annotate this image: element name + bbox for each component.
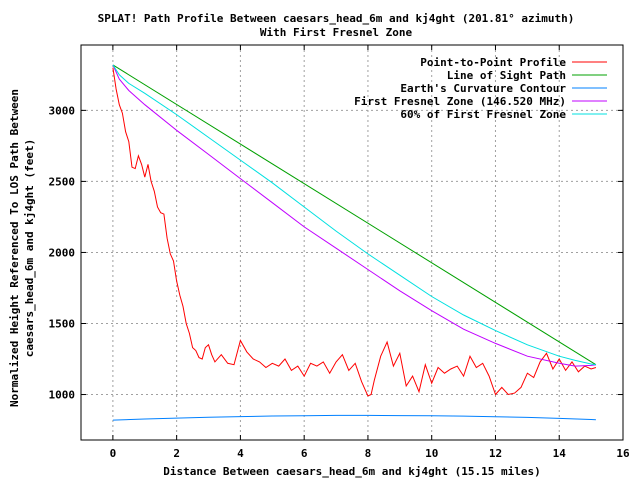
x-tick-label: 8 <box>365 447 372 460</box>
legend-label: 60% of First Fresnel Zone <box>400 108 566 121</box>
plot-frame <box>80 44 624 441</box>
y-tick-label: 2500 <box>49 175 76 188</box>
y-tick-label: 2000 <box>49 246 76 259</box>
x-tick-label: 4 <box>237 447 244 460</box>
legend-label: Line of Sight Path <box>447 69 566 82</box>
y-tick-label: 1000 <box>49 389 76 402</box>
series-line-line-of-sight-path <box>112 64 597 366</box>
series-line-earth-s-curvature-contour <box>112 414 596 421</box>
grid <box>81 45 623 440</box>
x-tick-label: 12 <box>489 447 502 460</box>
x-tick-label: 14 <box>553 447 567 460</box>
legend-label: Point-to-Point Profile <box>420 56 566 69</box>
y-tick-label: 3000 <box>49 104 76 117</box>
series-line-point-to-point-profile <box>112 67 597 397</box>
y-axis-label-line1: Normalized Height Referenced To LOS Path… <box>8 89 21 407</box>
x-tick-label: 2 <box>173 447 180 460</box>
x-tick-label: 16 <box>616 447 630 460</box>
x-axis-label: Distance Between caesars_head_6m and kj4… <box>163 465 541 478</box>
x-tick-label: 10 <box>425 447 438 460</box>
y-axis-label-line2: caesars_head_6m and kj4ght (feet) <box>23 139 36 358</box>
y-tick-label: 1500 <box>49 317 76 330</box>
series-line-60-of-first-fresnel-zone <box>112 64 596 366</box>
series-layer <box>112 64 597 421</box>
ticks: 0 2 4 6 8 10 12 14 16 1000 1500 2000 2500 3000 <box>49 45 630 460</box>
x-tick-label: 0 <box>110 447 117 460</box>
chart-subtitle: With First Fresnel Zone <box>260 26 413 39</box>
chart-title: SPLAT! Path Profile Between caesars_head… <box>98 12 575 25</box>
series-line-first-fresnel-zone-146-520-mhz <box>112 64 596 367</box>
legend-label: First Fresnel Zone (146.520 MHz) <box>354 95 566 108</box>
legend-label: Earth's Curvature Contour <box>400 82 566 95</box>
x-tick-label: 6 <box>301 447 308 460</box>
